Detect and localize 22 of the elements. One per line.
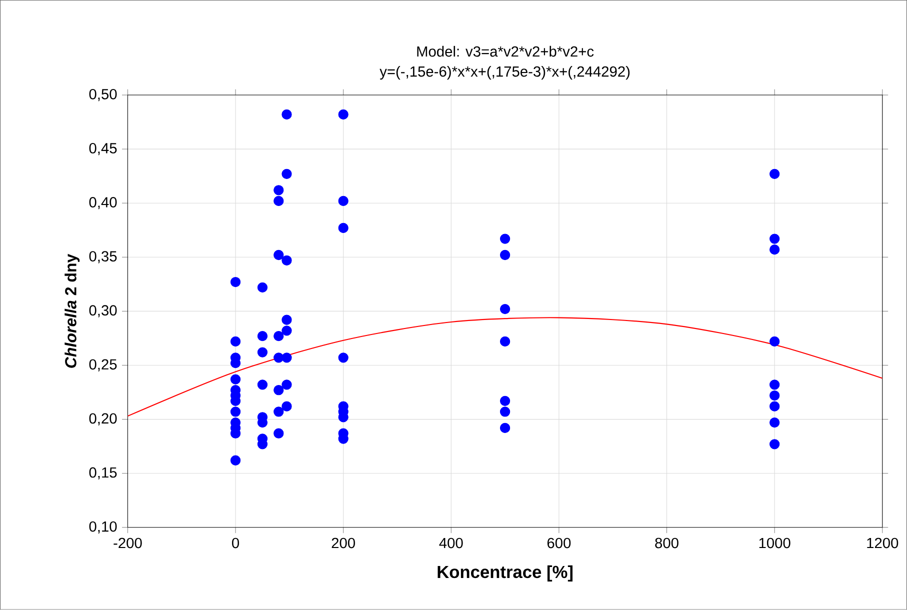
x-tick-label: 600 bbox=[547, 538, 571, 548]
line-series bbox=[128, 317, 882, 417]
x-tick-label: 200 bbox=[332, 538, 355, 548]
y-tick-label: 0,50 bbox=[89, 89, 117, 102]
chart-title: Model: v3=a*v2*v2+b*v2+c bbox=[417, 46, 594, 57]
x-axis-title: Koncentrace [%] bbox=[438, 565, 573, 582]
x-tick-label: -200 bbox=[114, 538, 142, 548]
y-tick-label: 0,10 bbox=[89, 521, 117, 534]
y-axis-title: Chlorella 2 dny bbox=[64, 254, 80, 368]
x-tick-label: 1200 bbox=[867, 538, 898, 548]
y-tick-label: 0,35 bbox=[89, 251, 117, 264]
y-tick-label: 0,20 bbox=[89, 413, 117, 426]
x-tick-label: 0 bbox=[232, 538, 240, 548]
x-tick-label: 1000 bbox=[759, 538, 790, 548]
y-tick-label: 0,30 bbox=[89, 305, 117, 318]
y-tick-label: 0,40 bbox=[89, 197, 117, 210]
x-tick-label: 800 bbox=[655, 538, 678, 548]
chart-subtitle: y=(-,15e-6)*x*x+(,175e-3)*x+(,244292) bbox=[380, 66, 630, 80]
x-tick-label: 400 bbox=[439, 538, 463, 548]
y-tick-label: 0,15 bbox=[89, 467, 117, 480]
y-tick-label: 0,25 bbox=[89, 359, 117, 372]
y-tick-label: 0,45 bbox=[89, 143, 117, 156]
